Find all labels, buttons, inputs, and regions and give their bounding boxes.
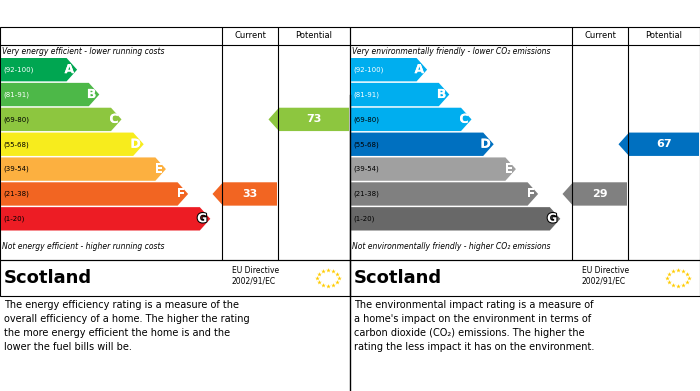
Polygon shape — [1, 133, 143, 156]
Polygon shape — [351, 133, 494, 156]
Text: A: A — [64, 63, 74, 76]
Text: D: D — [480, 138, 491, 151]
Text: (21-38): (21-38) — [353, 191, 379, 197]
Polygon shape — [1, 108, 122, 131]
Text: F: F — [176, 187, 185, 201]
Text: D: D — [130, 138, 141, 151]
Text: Potential: Potential — [295, 32, 332, 41]
Polygon shape — [1, 158, 166, 181]
Text: Very energy efficient - lower running costs: Very energy efficient - lower running co… — [2, 47, 164, 56]
Text: E: E — [155, 163, 163, 176]
Text: EU Directive
2002/91/EC: EU Directive 2002/91/EC — [582, 266, 629, 286]
Polygon shape — [1, 207, 210, 231]
Text: Environmental Impact (CO₂) Rating: Environmental Impact (CO₂) Rating — [357, 7, 589, 20]
Polygon shape — [351, 207, 560, 231]
Text: (39-54): (39-54) — [353, 166, 379, 172]
Text: Energy Efficiency Rating: Energy Efficiency Rating — [7, 7, 169, 20]
Text: The environmental impact rating is a measure of
a home's impact on the environme: The environmental impact rating is a mea… — [354, 300, 594, 352]
Polygon shape — [213, 182, 277, 206]
Text: (55-68): (55-68) — [353, 141, 379, 147]
Polygon shape — [351, 158, 516, 181]
Text: G: G — [197, 212, 207, 225]
Text: Not environmentally friendly - higher CO₂ emissions: Not environmentally friendly - higher CO… — [352, 242, 550, 251]
Text: A: A — [414, 63, 424, 76]
Polygon shape — [1, 83, 99, 106]
Text: Potential: Potential — [645, 32, 682, 41]
Polygon shape — [619, 133, 699, 156]
Text: (21-38): (21-38) — [3, 191, 29, 197]
Text: Scotland: Scotland — [354, 269, 442, 287]
Polygon shape — [351, 58, 427, 81]
Text: E: E — [505, 163, 513, 176]
Polygon shape — [351, 108, 472, 131]
Text: B: B — [437, 88, 447, 101]
Text: The energy efficiency rating is a measure of the
overall efficiency of a home. T: The energy efficiency rating is a measur… — [4, 300, 250, 352]
Text: Current: Current — [584, 32, 616, 41]
Text: Current: Current — [234, 32, 266, 41]
Text: Scotland: Scotland — [4, 269, 92, 287]
Polygon shape — [269, 108, 349, 131]
Polygon shape — [351, 182, 538, 206]
Polygon shape — [563, 182, 627, 206]
Text: EU Directive
2002/91/EC: EU Directive 2002/91/EC — [232, 266, 279, 286]
Text: 29: 29 — [592, 189, 608, 199]
Text: Not energy efficient - higher running costs: Not energy efficient - higher running co… — [2, 242, 164, 251]
Text: Very environmentally friendly - lower CO₂ emissions: Very environmentally friendly - lower CO… — [352, 47, 550, 56]
Polygon shape — [1, 58, 77, 81]
Text: 33: 33 — [242, 189, 258, 199]
Text: F: F — [526, 187, 535, 201]
Text: (92-100): (92-100) — [3, 66, 34, 73]
Text: (1-20): (1-20) — [353, 215, 375, 222]
Text: (81-91): (81-91) — [353, 91, 379, 98]
Text: G: G — [547, 212, 557, 225]
Polygon shape — [1, 182, 188, 206]
Text: (39-54): (39-54) — [3, 166, 29, 172]
Text: (92-100): (92-100) — [353, 66, 384, 73]
Text: 67: 67 — [656, 139, 672, 149]
Text: (69-80): (69-80) — [353, 116, 379, 123]
Text: (69-80): (69-80) — [3, 116, 29, 123]
Text: C: C — [109, 113, 118, 126]
Text: (81-91): (81-91) — [3, 91, 29, 98]
Polygon shape — [351, 83, 449, 106]
Text: (55-68): (55-68) — [3, 141, 29, 147]
Text: (1-20): (1-20) — [3, 215, 25, 222]
Text: 73: 73 — [307, 115, 322, 124]
Text: C: C — [459, 113, 468, 126]
Text: B: B — [87, 88, 97, 101]
